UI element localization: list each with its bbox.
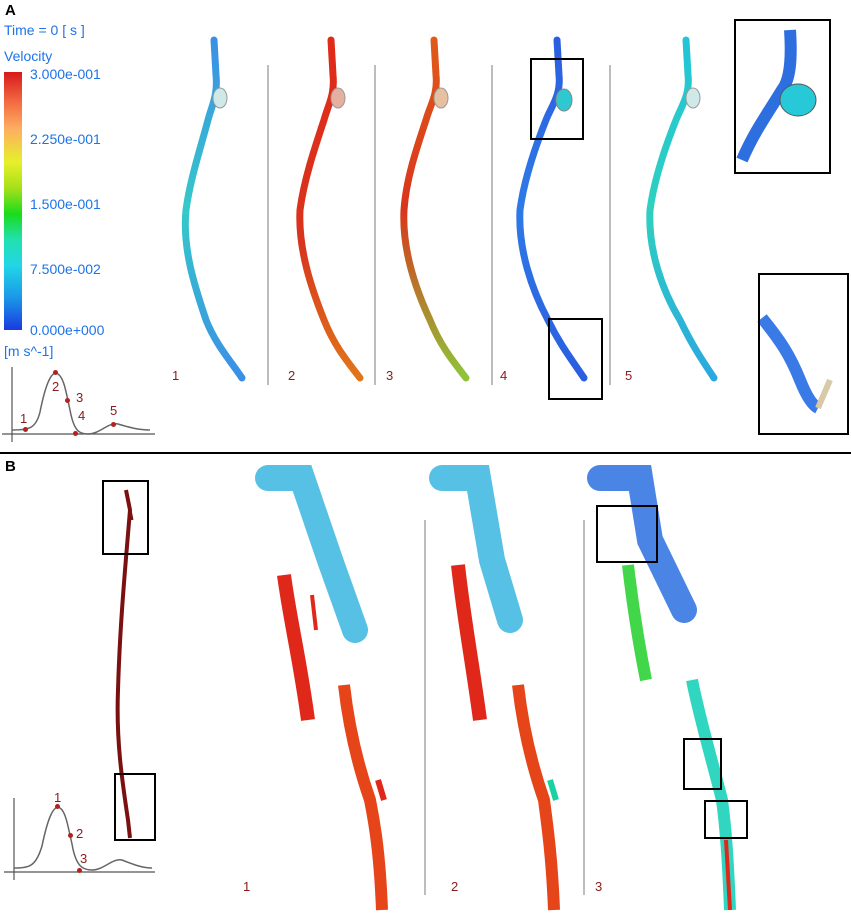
panel-divider xyxy=(0,452,851,454)
waveform-a-label-1: 1 xyxy=(20,411,28,426)
zoom-box-b-overview-top xyxy=(102,480,149,555)
legend-unit: [m s^-1] xyxy=(4,343,54,359)
legend-tick-max: 3.000e-001 xyxy=(30,66,101,82)
frame-b-label-2: 2 xyxy=(451,879,459,894)
zoom-box-a-4-top xyxy=(530,58,584,140)
waveform-b-marker-2 xyxy=(68,833,73,838)
zoom-box-a-inset-top xyxy=(734,19,831,174)
waveform-a xyxy=(2,367,155,442)
waveform-a-label-3: 3 xyxy=(76,390,84,405)
separator-a-4 xyxy=(609,65,611,385)
waveform-a-marker-3 xyxy=(65,398,70,403)
frame-a-label-1: 1 xyxy=(172,368,180,383)
frame-a-label-2: 2 xyxy=(288,368,296,383)
legend-tick-2: 2.250e-001 xyxy=(30,131,101,147)
panel-b-letter: B xyxy=(5,458,16,475)
separator-b-1 xyxy=(424,520,426,895)
vessel-renderings-a xyxy=(181,29,833,414)
zoom-inset-a-bottom xyxy=(757,314,833,414)
frame-a-label-3: 3 xyxy=(386,368,394,383)
velocity-color-bar xyxy=(4,72,22,330)
vessel-a-frame-5-bulb xyxy=(685,87,701,109)
frame-b-label-1: 1 xyxy=(243,879,251,894)
vessel-a-frame-2-bulb xyxy=(330,87,346,109)
separator-a-3 xyxy=(491,65,493,385)
zoom-box-a-inset-bottom xyxy=(758,273,849,435)
vessel-a-frame-4-bulb xyxy=(555,88,573,112)
waveform-a-marker-5 xyxy=(111,422,116,427)
separator-b-2 xyxy=(583,520,585,895)
time-label: Time = 0 [ s ] xyxy=(4,22,85,38)
zoom-box-b-overview-bottom xyxy=(114,773,156,841)
zoom-box-b-3-top xyxy=(596,505,658,563)
legend-tick-min: 0.000e+000 xyxy=(30,322,105,338)
vessel-b-overview xyxy=(115,489,133,839)
vessel-a-frame-1-bulb xyxy=(212,87,228,109)
zoom-inset-a-top xyxy=(736,29,817,163)
zoom-box-a-4-bottom xyxy=(548,318,603,400)
waveform-a-label-2: 2 xyxy=(52,379,60,394)
frame-b-label-3: 3 xyxy=(595,879,603,894)
legend-tick-4: 7.500e-002 xyxy=(30,261,101,277)
separator-a-2 xyxy=(374,65,376,385)
waveform-b-label-1: 1 xyxy=(54,790,62,805)
vessel-b-frame-3 xyxy=(587,465,736,911)
waveform-b-label-3: 3 xyxy=(80,851,88,866)
vessel-a-frame-4 xyxy=(516,36,588,382)
vessel-b-frame-1 xyxy=(255,465,388,911)
zoom-box-b-3-mid xyxy=(683,738,722,790)
panel-a-letter: A xyxy=(5,2,16,19)
waveform-a-label-4: 4 xyxy=(78,408,86,423)
legend-tick-3: 1.500e-001 xyxy=(30,196,101,212)
waveform-a-label-5: 5 xyxy=(110,403,118,418)
frame-a-label-4: 4 xyxy=(500,368,508,383)
waveform-b-marker-1 xyxy=(55,804,60,809)
frame-a-label-5: 5 xyxy=(625,368,633,383)
waveform-b-marker-3 xyxy=(77,868,82,873)
zoom-box-b-3-bottom xyxy=(704,800,748,839)
waveform-b-label-2: 2 xyxy=(76,826,84,841)
vessel-a-frame-1 xyxy=(181,36,246,382)
vessel-a-frame-3 xyxy=(400,36,470,382)
legend-title: Velocity xyxy=(4,48,53,64)
vessel-a-frame-5 xyxy=(646,36,718,382)
vessel-a-frame-3-bulb xyxy=(433,87,449,109)
vessel-b-frame-2 xyxy=(429,465,560,911)
waveform-a-marker-1 xyxy=(23,427,28,432)
waveform-a-marker-4 xyxy=(73,431,78,436)
waveform-a-marker-2 xyxy=(53,370,58,375)
separator-a-1 xyxy=(267,65,269,385)
vessel-a-frame-2 xyxy=(296,36,364,382)
